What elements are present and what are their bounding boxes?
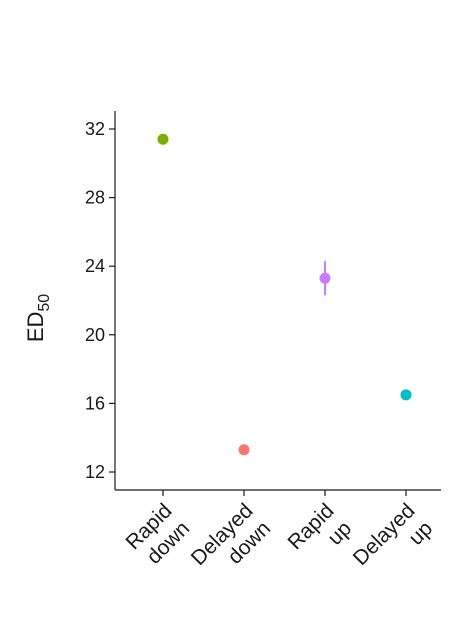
x-tick-label: Rapiddown <box>121 499 194 572</box>
x-tick-label: Delayedup <box>349 499 437 587</box>
data-point <box>238 444 250 456</box>
x-tick-label: Rapidup <box>283 499 356 572</box>
y-tick-label: 24 <box>85 256 105 276</box>
data-points <box>157 133 412 456</box>
y-tick-label: 32 <box>85 119 105 139</box>
data-point <box>319 272 331 284</box>
y-tick-label: 12 <box>85 462 105 482</box>
y-axis-ticks: 12 16 20 24 28 32 <box>85 119 115 482</box>
y-tick-label: 28 <box>85 188 105 208</box>
data-point <box>400 389 412 401</box>
y-tick-label: 16 <box>85 393 105 413</box>
x-tick-label: Delayeddown <box>187 499 275 587</box>
axes <box>114 111 441 491</box>
y-axis-title: ED50 <box>23 294 53 342</box>
data-point <box>157 133 169 145</box>
y-tick-label: 20 <box>85 325 105 345</box>
